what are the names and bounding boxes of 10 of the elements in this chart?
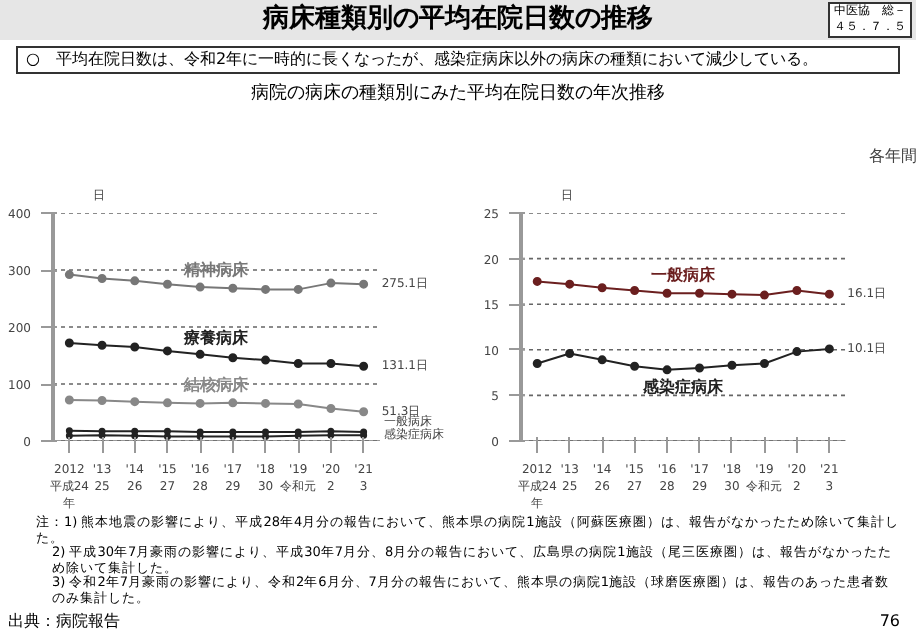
series-label: 療養病床 [182, 327, 251, 348]
text: ○ 平均在院日数は、令和2年に一時的に長くなったが、感染症病床以外の病床の種類において減少している。 [16, 46, 900, 74]
text: 病床種類別の平均在院日数の推移 [263, 3, 653, 34]
series-label: 一般病床 [651, 264, 718, 285]
source-note: 出典：病院報告 [8, 612, 120, 632]
series-label: 感染症病床 [641, 375, 726, 396]
series-label: 精神病床 [182, 258, 251, 279]
text: 76 [879, 612, 900, 632]
text: 各年間 [869, 147, 917, 165]
text: 病院の病床の種類別にみた平均在院日数の年次推移 [249, 82, 667, 108]
